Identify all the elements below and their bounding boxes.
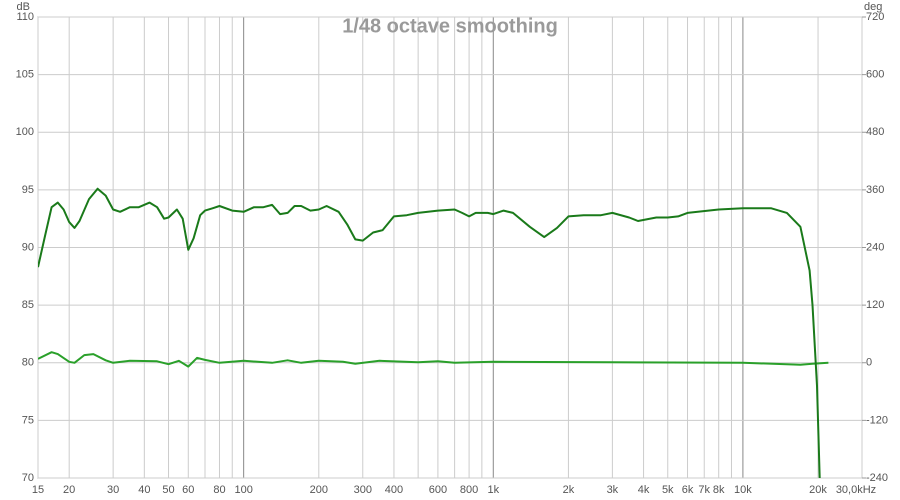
y2-tick-label: -120 (866, 414, 888, 426)
y-axis-label: dB (17, 1, 30, 13)
x-tick-label: 30 (107, 484, 119, 496)
y-tick-label: 100 (16, 126, 34, 138)
x-tick-label: 200 (310, 484, 328, 496)
x-tick-label: 400 (385, 484, 403, 496)
x-tick-label: 20k (809, 484, 827, 496)
y2-tick-label: 360 (866, 184, 884, 196)
x-tick-label: 5k (662, 484, 674, 496)
y-tick-label: 110 (16, 11, 34, 23)
x-tick-label: 80 (213, 484, 225, 496)
series-line (38, 187, 821, 479)
x-tick-label: 8k (713, 484, 725, 496)
x-tick-label: 40 (138, 484, 150, 496)
y-tick-label: 105 (16, 69, 34, 81)
y-tick-label: 85 (22, 299, 34, 311)
x-tick-label: 20 (63, 484, 75, 496)
y2-tick-label: 120 (866, 299, 884, 311)
y2-tick-label: 240 (866, 241, 884, 253)
x-tick-label: 800 (460, 484, 478, 496)
x-tick-label: 60 (182, 484, 194, 496)
x-tick-label: 3k (607, 484, 619, 496)
series-line (38, 351, 829, 368)
x-tick-label: 50 (162, 484, 174, 496)
x-tick-label: 2k (563, 484, 575, 496)
y-tick-label: 90 (22, 241, 34, 253)
x-tick-label: 15 (32, 484, 44, 496)
y2-tick-label: -240 (866, 472, 888, 484)
x-tick-label: 600 (429, 484, 447, 496)
x-tick-label: 30,0kHz (836, 484, 876, 496)
x-tick-label: 7k (698, 484, 710, 496)
x-tick-label: 10k (734, 484, 752, 496)
x-tick-label: 100 (234, 484, 252, 496)
x-tick-label: 6k (682, 484, 694, 496)
y2-tick-label: 0 (866, 357, 872, 369)
x-tick-label: 4k (638, 484, 650, 496)
y-tick-label: 75 (22, 414, 34, 426)
x-tick-label: 1k (487, 484, 499, 496)
chart-title: 1/48 octave smoothing (342, 15, 558, 37)
y2-axis-label: deg (864, 1, 882, 13)
y2-tick-label: 600 (866, 69, 884, 81)
y-tick-label: 80 (22, 357, 34, 369)
y2-tick-label: 480 (866, 126, 884, 138)
y-tick-label: 95 (22, 184, 34, 196)
y2-tick-label: 720 (866, 11, 884, 23)
x-tick-label: 300 (354, 484, 372, 496)
y-tick-label: 70 (22, 472, 34, 484)
